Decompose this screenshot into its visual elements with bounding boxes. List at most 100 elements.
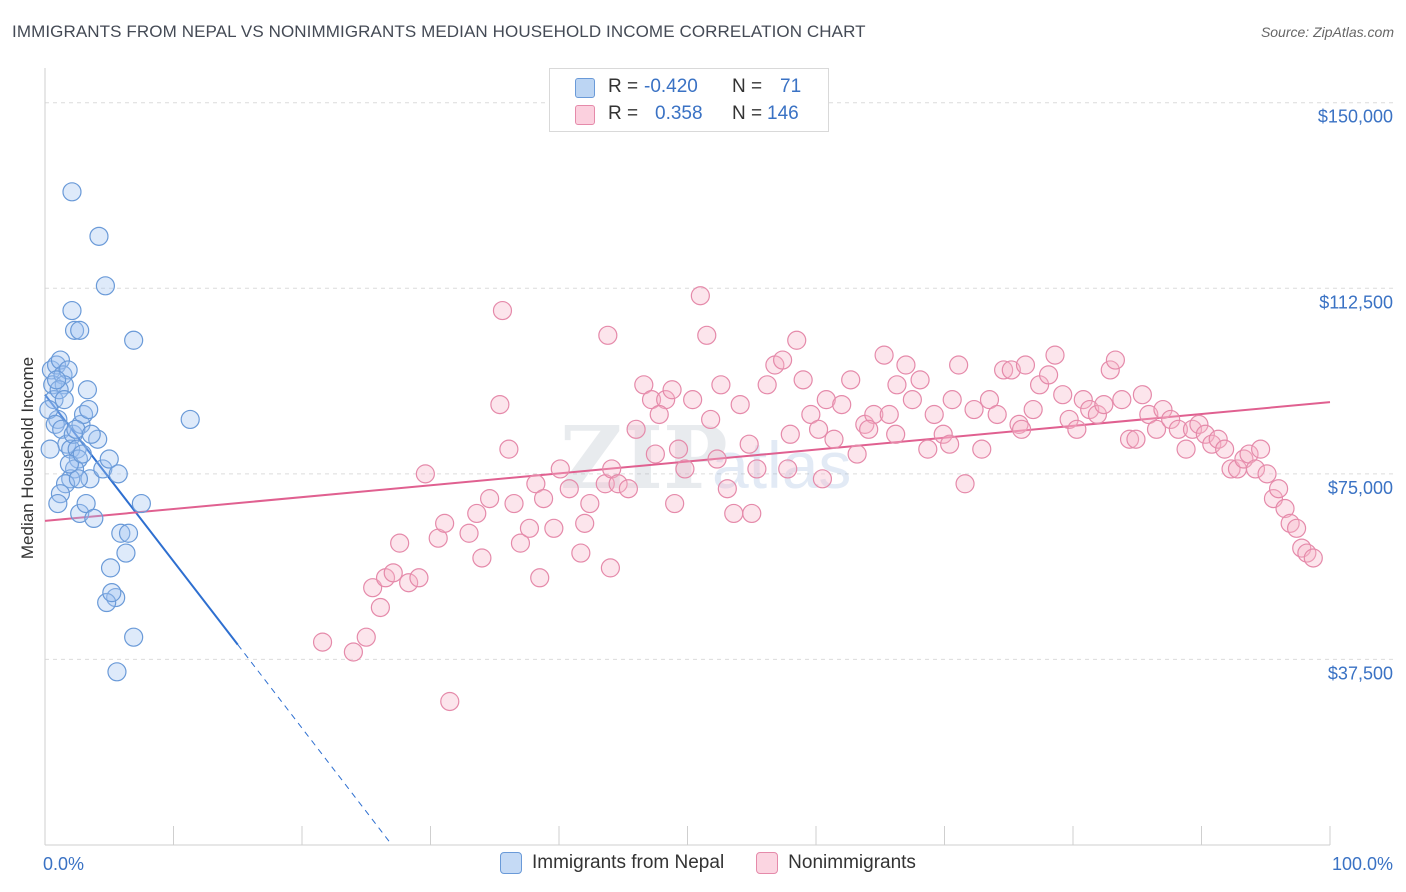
- legend-swatch-nepal: [575, 78, 595, 98]
- point-nonimmigrant: [519, 518, 540, 538]
- point-nepal: [111, 523, 131, 543]
- point-nonimmigrant: [634, 375, 654, 395]
- chart-title: IMMIGRANTS FROM NEPAL VS NONIMMIGRANTS M…: [12, 22, 866, 41]
- point-nonimmigrant: [1112, 390, 1132, 410]
- point-nonimmigrant: [940, 434, 960, 454]
- point-nonimmigrant: [618, 479, 638, 499]
- point-nepal: [180, 409, 200, 430]
- point-nonimmigrant: [933, 424, 953, 444]
- point-nonimmigrant: [778, 459, 798, 479]
- point-nonimmigrant: [955, 474, 975, 494]
- point-nonimmigrant: [1168, 419, 1188, 439]
- point-nepal: [46, 370, 67, 390]
- legend-n-label: N =: [732, 76, 763, 97]
- point-nonimmigrant: [1059, 409, 1079, 430]
- point-nonimmigrant: [1257, 464, 1277, 484]
- x-tick-labels: 0.0% 100.0%: [43, 854, 1393, 874]
- point-nonimmigrant: [711, 375, 731, 395]
- source-credit: Source: ZipAtlas.com: [1260, 24, 1394, 40]
- trend-line-nepal-extension: [237, 644, 393, 846]
- trend-line-nepal: [44, 394, 239, 646]
- trend-line-nonimmigrants: [44, 401, 1331, 522]
- point-nepal: [131, 493, 151, 514]
- point-nonimmigrant: [645, 444, 665, 464]
- point-nonimmigrant: [526, 474, 546, 494]
- series-label-nepal: Immigrants from Nepal: [532, 852, 725, 873]
- point-nepal: [50, 350, 71, 370]
- point-nonimmigrant: [504, 493, 524, 514]
- point-nonimmigrant: [559, 479, 579, 499]
- point-nonimmigrant: [415, 464, 435, 484]
- scatter-points: [39, 182, 1323, 712]
- point-nonimmigrant: [864, 404, 884, 425]
- point-nonimmigrant: [544, 518, 564, 538]
- point-nonimmigrant: [1009, 414, 1029, 434]
- point-nonimmigrant: [409, 568, 429, 588]
- point-nonimmigrant: [1195, 424, 1215, 444]
- point-nepal: [81, 424, 101, 444]
- point-nepal: [102, 583, 122, 603]
- point-nonimmigrant: [742, 503, 762, 524]
- point-nonimmigrant: [1251, 439, 1271, 459]
- legend-r-value: -0.420: [644, 76, 698, 97]
- point-nonimmigrant: [793, 370, 813, 390]
- point-nonimmigrant: [550, 459, 570, 479]
- point-nonimmigrant: [701, 409, 721, 430]
- point-nonimmigrant: [480, 489, 500, 509]
- point-nonimmigrant: [1094, 394, 1114, 415]
- point-nonimmigrant: [510, 533, 531, 553]
- point-nepal: [116, 543, 136, 563]
- point-nonimmigrant: [1023, 399, 1043, 420]
- legend-n-value: 71: [780, 76, 802, 97]
- point-nonimmigrant: [1182, 419, 1203, 439]
- point-nonimmigrant: [1132, 385, 1152, 405]
- point-nonimmigrant: [812, 469, 833, 489]
- point-nonimmigrant: [886, 424, 906, 444]
- point-nonimmigrant: [1297, 543, 1317, 563]
- point-nonimmigrant: [1303, 548, 1323, 568]
- point-nonimmigrant: [690, 286, 710, 306]
- point-nonimmigrant: [675, 459, 695, 479]
- legend-n-label: N =: [732, 103, 763, 124]
- point-nepal: [70, 503, 90, 524]
- series-legend-nonimmigrants[interactable]: Nonimmigrants: [756, 852, 916, 874]
- point-nepal: [52, 419, 72, 439]
- point-nonimmigrant: [918, 439, 938, 459]
- series-label-nonimmigrants: Nonimmigrants: [788, 852, 916, 873]
- point-nepal: [68, 469, 89, 489]
- point-nonimmigrant: [662, 380, 682, 400]
- point-nonimmigrant: [499, 439, 519, 459]
- point-nonimmigrant: [1215, 439, 1235, 459]
- point-nonimmigrant: [847, 444, 867, 464]
- point-nonimmigrant: [665, 493, 685, 514]
- y-tick-label: $75,000: [1328, 478, 1393, 498]
- point-nonimmigrant: [1073, 390, 1093, 410]
- point-nepal: [61, 439, 81, 459]
- x-tick-label: 0.0%: [43, 854, 84, 874]
- point-nonimmigrant: [841, 370, 861, 390]
- point-nonimmigrant: [1001, 360, 1021, 380]
- point-nonimmigrant: [1275, 498, 1295, 519]
- point-nonimmigrant: [1286, 518, 1307, 538]
- point-nonimmigrant: [533, 489, 554, 509]
- point-nonimmigrant: [972, 439, 992, 459]
- point-nonimmigrant: [887, 375, 907, 395]
- point-nepal: [76, 493, 96, 514]
- point-nepal: [118, 523, 139, 543]
- point-nonimmigrant: [816, 390, 836, 410]
- point-nonimmigrant: [1053, 385, 1073, 405]
- point-nonimmigrant: [724, 503, 744, 524]
- point-nonimmigrant: [787, 330, 807, 350]
- legend-n-value: 146: [767, 103, 799, 124]
- series-swatch-nonimmigrants: [756, 852, 779, 874]
- point-nonimmigrant: [896, 355, 916, 375]
- point-nonimmigrant: [874, 345, 894, 365]
- point-nonimmigrant: [1176, 439, 1196, 459]
- point-nonimmigrant: [1208, 429, 1228, 449]
- series-legend-nepal[interactable]: Immigrants from Nepal: [500, 852, 724, 874]
- point-nepal: [70, 320, 90, 340]
- legend-r-label: R =: [608, 103, 639, 124]
- point-nonimmigrant: [739, 434, 759, 454]
- point-nonimmigrant: [942, 390, 962, 410]
- point-nepal: [97, 592, 117, 613]
